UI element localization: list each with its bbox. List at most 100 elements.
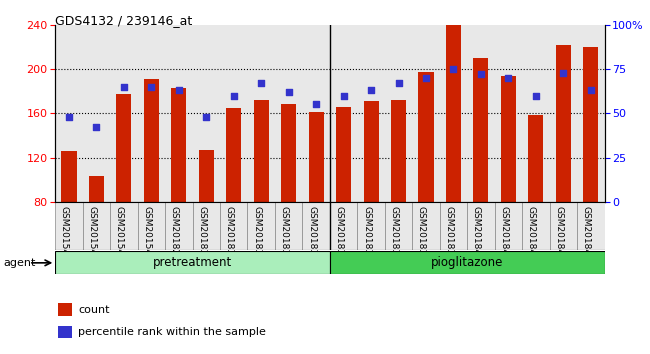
Bar [254,100,268,202]
Text: GSM201545: GSM201545 [142,206,151,260]
Text: percentile rank within the sample: percentile rank within the sample [78,327,266,337]
Point [91,125,101,130]
Bar [172,88,187,202]
Bar [144,79,159,202]
Bar [528,115,543,202]
Bar [248,25,275,202]
Text: GSM201842: GSM201842 [527,206,536,260]
Bar [522,25,550,202]
Bar [111,25,138,202]
Text: GSM201829: GSM201829 [170,206,179,260]
Bar [309,112,324,202]
Bar [385,25,412,202]
Text: count: count [78,304,110,315]
Text: GSM201833: GSM201833 [280,206,289,261]
Bar [522,202,550,250]
Bar [446,25,461,202]
Point [448,66,459,72]
Text: GSM201830: GSM201830 [198,206,206,261]
Bar [275,202,302,250]
Text: agent: agent [3,258,36,268]
Bar [473,58,488,202]
Text: GSM201831: GSM201831 [225,206,234,261]
Point [503,75,514,81]
Bar [199,150,214,202]
Bar [275,25,302,202]
Point [366,87,376,93]
Bar [391,100,406,202]
Text: GSM201834: GSM201834 [307,206,316,260]
Bar [83,202,110,250]
Bar [363,101,378,202]
Point [146,84,157,90]
Bar [550,25,577,202]
Text: pretreatment: pretreatment [153,256,232,269]
Text: GSM201543: GSM201543 [88,206,96,260]
Bar [89,176,104,202]
Bar [412,202,439,250]
Text: GSM201840: GSM201840 [472,206,481,260]
Bar [439,202,467,250]
Text: GSM201835: GSM201835 [335,206,344,261]
Point [393,80,404,86]
Text: GSM201839: GSM201839 [445,206,454,261]
Bar [58,303,72,316]
Bar [330,202,358,250]
Bar [577,25,605,202]
Text: GSM201843: GSM201843 [554,206,564,260]
Bar [192,202,220,250]
Point [64,114,74,120]
Bar [358,202,385,250]
Point [558,70,569,75]
Bar [577,202,605,250]
Point [586,87,596,93]
Bar [281,104,296,202]
Bar [439,25,467,202]
Text: GSM201841: GSM201841 [499,206,508,260]
Bar [412,25,439,202]
Bar [83,25,110,202]
Text: GSM201844: GSM201844 [582,206,591,260]
Bar [165,202,192,250]
Bar [62,151,77,202]
Bar [111,202,138,250]
Point [256,80,266,86]
Bar [220,202,248,250]
Bar [226,108,241,202]
Bar [55,25,83,202]
Bar [58,326,72,338]
Point [201,114,211,120]
Bar [138,202,165,250]
Point [311,102,321,107]
Bar [138,25,165,202]
Bar [330,251,604,274]
Bar [192,25,220,202]
Point [229,93,239,98]
Text: GSM201544: GSM201544 [115,206,124,260]
Bar [358,25,385,202]
Bar [556,45,571,202]
Bar [165,25,192,202]
Bar [385,202,412,250]
Bar [248,202,275,250]
Point [174,87,184,93]
Point [476,72,486,77]
Text: GSM201838: GSM201838 [417,206,426,261]
Point [283,89,294,95]
Bar [501,76,516,202]
Bar [55,251,330,274]
Bar [550,202,577,250]
Bar [330,25,358,202]
Bar [336,107,351,202]
Bar [583,47,598,202]
Bar [220,25,248,202]
Text: GDS4132 / 239146_at: GDS4132 / 239146_at [55,14,192,27]
Text: GSM201542: GSM201542 [60,206,69,260]
Text: GSM201836: GSM201836 [362,206,371,261]
Bar [467,202,495,250]
Bar [495,202,522,250]
Bar [495,25,522,202]
Bar [302,25,330,202]
Bar [116,95,131,202]
Bar [302,202,330,250]
